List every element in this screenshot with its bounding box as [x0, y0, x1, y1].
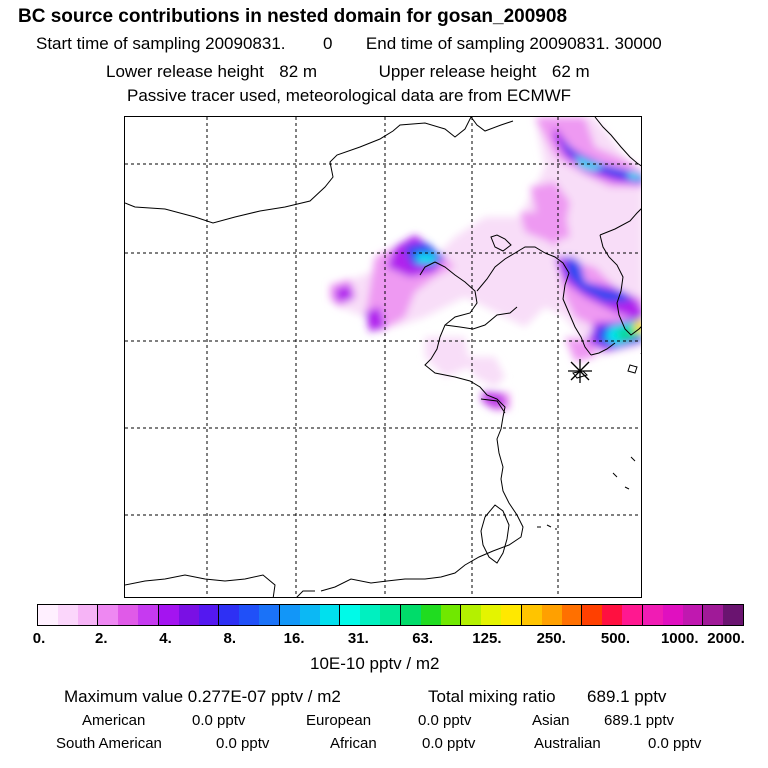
start-time-label: Start time of sampling — [36, 34, 201, 53]
colorbar-swatch — [420, 605, 441, 625]
asian-value: 689.1 pptv — [604, 712, 675, 729]
colorbar-swatch — [319, 605, 340, 625]
colorbar-swatch — [622, 605, 642, 625]
colorbar-swatch — [339, 605, 361, 625]
colorbar-swatch — [723, 605, 743, 625]
end-time-value: 20090831. 30000 — [529, 34, 662, 53]
colorbar-swatch — [218, 605, 240, 625]
colorbar-swatch — [38, 605, 58, 625]
max-value-label: Maximum value — [64, 687, 184, 706]
colorbar-tick-label: 1000. — [660, 630, 699, 647]
south-american-label: South American — [56, 735, 162, 752]
colorbar-tick-label: 2. — [95, 630, 108, 647]
asian-label: Asian — [532, 712, 570, 729]
colorbar-swatch — [501, 605, 521, 625]
colorbar-swatch — [97, 605, 119, 625]
upper-release-label: Upper release height — [378, 62, 537, 81]
colorbar-tick-label: 31. — [347, 630, 369, 647]
colorbar-swatch — [198, 605, 219, 625]
colorbar-tick-label: 2000. — [707, 630, 745, 647]
lower-release-value: 82 m — [279, 62, 318, 81]
colorbar-swatch — [561, 605, 582, 625]
american-label: American — [82, 712, 146, 729]
colorbar-swatch — [77, 605, 98, 625]
end-time-label: End time of sampling — [365, 34, 525, 53]
receptor-star-icon — [568, 359, 592, 383]
colorbar-swatch — [239, 605, 260, 625]
max-value: 0.277E-07 pptv / m2 — [187, 687, 341, 706]
max-value-line: Maximum value 0.277E-07 pptv / m2 — [64, 687, 341, 707]
map-svg — [125, 117, 641, 597]
colorbar-swatch — [157, 605, 179, 625]
colorbar-tick-label: 16. — [283, 630, 305, 647]
african-label: African — [330, 735, 377, 752]
colorbar-swatch — [178, 605, 199, 625]
map-panel — [124, 116, 642, 598]
colorbar-tick-label: 500. — [600, 630, 631, 647]
australian-label: Australian — [534, 735, 601, 752]
colorbar-swatch — [299, 605, 320, 625]
colorbar-swatch — [662, 605, 683, 625]
tracer-note: Passive tracer used, meteorological data… — [127, 86, 572, 105]
colorbar-swatch — [541, 605, 562, 625]
colorbar — [37, 604, 744, 626]
colorbar-swatch — [520, 605, 542, 625]
colorbar-swatch — [602, 605, 623, 625]
lower-release-label: Lower release height — [106, 62, 264, 81]
concentration-field — [330, 117, 641, 411]
australian-value: 0.0 pptv — [648, 735, 702, 752]
colorbar-swatch — [682, 605, 703, 625]
colorbar-swatch — [481, 605, 502, 625]
south-american-value: 0.0 pptv — [216, 735, 270, 752]
release-heights-line: Lower release height 82 m Upper release … — [106, 62, 590, 82]
grid-lines — [125, 117, 641, 597]
coastlines — [125, 117, 641, 597]
colorbar-tick-label: 250. — [536, 630, 566, 647]
colorbar-swatch — [380, 605, 400, 625]
start-time-value: 0 — [322, 34, 333, 53]
colorbar-swatch — [118, 605, 139, 625]
colorbar-swatch — [278, 605, 300, 625]
colorbar-swatch — [440, 605, 461, 625]
european-label: European — [306, 712, 372, 729]
colorbar-tick-label: 125. — [472, 630, 502, 647]
colorbar-tick-label: 8. — [223, 630, 237, 647]
colorbar-unit: 10E-10 pptv / m2 — [310, 654, 440, 673]
colorbar-swatch — [581, 605, 603, 625]
total-mixing-label: Total mixing ratio — [428, 687, 556, 706]
colorbar-swatch — [138, 605, 158, 625]
colorbar-swatch — [702, 605, 724, 625]
total-mixing-line: Total mixing ratio 689.1 pptv — [428, 687, 666, 707]
colorbar-swatch — [460, 605, 482, 625]
colorbar-swatch — [399, 605, 421, 625]
colorbar-tick-label: 63. — [412, 630, 434, 647]
colorbar-swatch — [57, 605, 78, 625]
colorbar-swatch — [259, 605, 279, 625]
colorbar-swatch — [641, 605, 663, 625]
african-value: 0.0 pptv — [422, 735, 476, 752]
american-value: 0.0 pptv — [192, 712, 246, 729]
start-time-date: 20090831. — [205, 34, 286, 53]
colorbar-swatch — [360, 605, 381, 625]
european-value: 0.0 pptv — [418, 712, 472, 729]
colorbar-tick-label: 0. — [32, 630, 46, 647]
total-mixing-value: 689.1 pptv — [587, 687, 667, 706]
colorbar-tick-label: 4. — [159, 630, 172, 647]
plot-title: BC source contributions in nested domain… — [18, 6, 568, 27]
sampling-times-line: Start time of sampling 20090831. 0 End t… — [36, 34, 662, 54]
upper-release-value: 62 m — [551, 62, 590, 81]
